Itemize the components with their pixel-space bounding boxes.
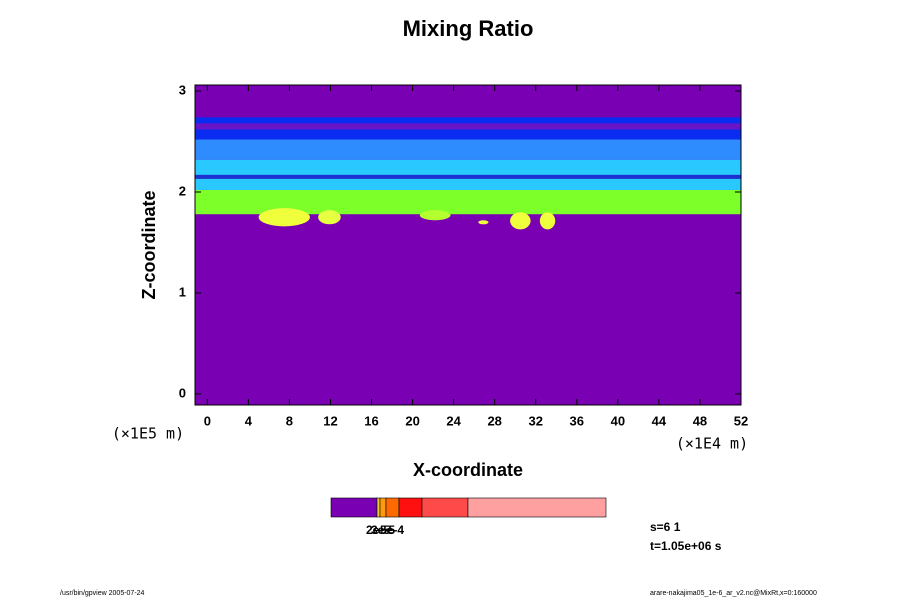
x-tick-label: 52 [734,413,748,428]
contour-patch [478,220,489,225]
y-tick-label: 0 [179,385,186,400]
x-tick-label: 20 [405,413,419,428]
x-tick-label: 0 [204,413,211,428]
colorbar-segment [398,497,423,518]
chart-title: Mixing Ratio [403,16,534,41]
x-tick-label: 24 [446,413,461,428]
y-tick-label: 1 [179,284,186,299]
x-tick-label: 28 [487,413,501,428]
x-tick-label: 48 [693,413,707,428]
x-tick-label: 8 [286,413,293,428]
y-axis-title: Z-coordinate [139,190,159,299]
y-unit: (×1E5 m) [112,425,184,443]
colorbar-segment [376,497,381,518]
colorbar-segment [467,497,607,518]
x-unit: (×1E4 m) [676,435,748,453]
colorbar-label: 3e-5 [371,523,395,537]
x-tick-label: 40 [611,413,625,428]
x-tick-label: 16 [364,413,378,428]
contour-band [195,174,741,179]
colorbar-segment [330,497,378,518]
contour-patch [419,210,451,221]
x-tick-label: 36 [570,413,584,428]
plot-frame [194,84,742,406]
contour-patch [258,208,310,227]
colorbar-segment [385,497,400,518]
x-axis-title: X-coordinate [413,460,523,480]
colorbar-label: 5e-4 [380,523,404,537]
x-tick-label: 32 [529,413,543,428]
contour-patch [318,210,341,225]
y-tick-label: 3 [179,82,186,97]
x-tick-label: 12 [323,413,337,428]
contour-band [195,123,741,130]
x-tick-label: 4 [245,413,253,428]
footer-right: arare-nakajima05_1e-6_ar_v2.nc@MixRt,x=0… [650,590,817,597]
x-tick-label: 44 [652,413,667,428]
footer-left: /usr/bin/gpview 2005-07-24 [60,590,145,597]
info-text: s=6 1 [650,520,681,534]
contour-band [195,139,741,160]
contour-patch [510,212,531,230]
colorbar-segment [421,497,469,518]
contour-patch [539,212,556,230]
info-text: t=1.05e+06 s [650,539,722,553]
colorbar-label: 2e-5 [366,523,390,537]
colorbar-segment [379,497,387,518]
y-tick-label: 2 [179,183,186,198]
